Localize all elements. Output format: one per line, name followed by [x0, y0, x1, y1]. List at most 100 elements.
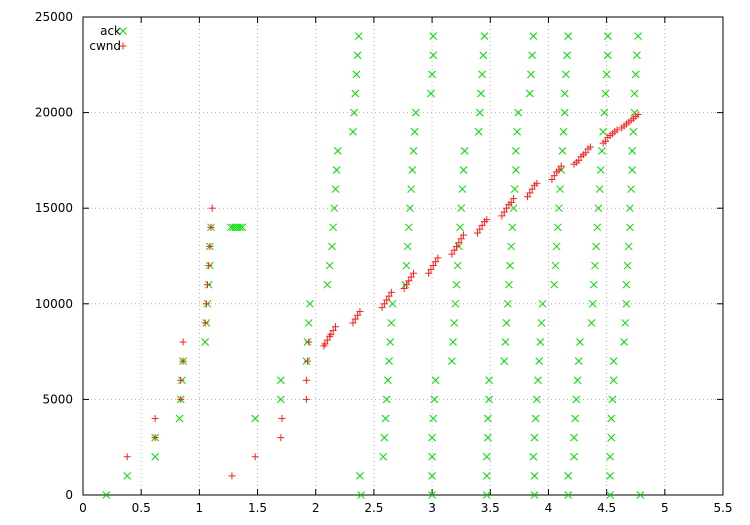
- ack-point: [555, 204, 563, 213]
- cwnd-point: [327, 330, 335, 338]
- ack-point: [506, 261, 514, 270]
- ack-point: [601, 89, 610, 98]
- ack-point: [607, 414, 616, 423]
- ack-point: [501, 338, 510, 346]
- ack-point: [514, 108, 523, 117]
- ack-point: [381, 414, 390, 423]
- cwnd-point: [409, 269, 417, 277]
- cwnd-point: [354, 311, 362, 319]
- ack-point: [475, 108, 484, 117]
- ack-point: [407, 185, 415, 193]
- cwnd-point: [524, 193, 532, 201]
- ack-point: [456, 223, 464, 232]
- ack-point: [479, 51, 488, 60]
- ack-point: [529, 32, 538, 40]
- cwnd-point: [500, 208, 508, 216]
- ack-point: [431, 376, 440, 385]
- ack-point: [331, 185, 340, 193]
- cwnd-point: [151, 415, 159, 423]
- ack-point: [594, 204, 603, 213]
- cwnd-point: [351, 315, 359, 323]
- x-tick-label: 3: [428, 501, 436, 515]
- ack-point: [603, 51, 612, 60]
- ack-point: [538, 299, 547, 308]
- x-tick-label: 0.5: [132, 501, 151, 515]
- ack-point: [388, 299, 397, 308]
- ack-point: [587, 319, 596, 327]
- ack-point: [572, 395, 581, 404]
- ack-point: [532, 395, 541, 404]
- ack-point: [609, 376, 618, 385]
- cwnd-point: [302, 395, 310, 403]
- ack-point: [570, 452, 578, 461]
- ack-point: [485, 376, 493, 385]
- ack-point: [606, 452, 614, 461]
- cwnd-point: [402, 281, 410, 289]
- ack-point: [595, 185, 604, 193]
- ack-point: [591, 261, 599, 270]
- x-tick-label: 2.5: [364, 501, 383, 515]
- cwnd-point: [575, 156, 583, 164]
- ack-point: [451, 299, 460, 308]
- cwnd-point: [453, 242, 461, 250]
- ack-point: [598, 146, 606, 155]
- ack-point: [379, 452, 388, 461]
- ack-point: [304, 319, 313, 327]
- ack-point: [429, 51, 438, 60]
- ack-point: [485, 395, 493, 404]
- ack-point: [349, 127, 357, 136]
- ack-point: [624, 242, 633, 251]
- ack-point: [380, 433, 389, 442]
- cwnd-point: [478, 221, 486, 229]
- ack-point: [553, 223, 562, 232]
- ack-point: [505, 280, 513, 289]
- ack-point: [512, 146, 520, 155]
- legend-marker-ack: [119, 27, 127, 35]
- ack-point: [102, 491, 111, 499]
- cwnd-point: [498, 212, 506, 220]
- ack-point: [558, 146, 567, 155]
- cwnd-point: [151, 434, 159, 442]
- ack-point: [474, 127, 483, 136]
- cwnd-point: [278, 415, 286, 423]
- cwnd-point: [349, 319, 357, 327]
- y-tick-label: 20000: [35, 106, 73, 120]
- ack-point: [564, 32, 573, 40]
- ack-point: [382, 395, 391, 404]
- ack-point: [606, 472, 614, 480]
- ack-point: [622, 299, 631, 308]
- ack-point: [411, 108, 420, 117]
- ack-point: [530, 472, 539, 480]
- ack-point: [450, 319, 459, 327]
- ack-point: [534, 376, 542, 385]
- x-tick-label: 5.5: [713, 501, 732, 515]
- cwnd-point: [277, 434, 285, 442]
- cwnd-point: [528, 185, 536, 193]
- ack-point: [386, 338, 395, 346]
- ack-point: [333, 146, 342, 155]
- ack-point: [531, 414, 540, 423]
- ack-point: [201, 338, 210, 346]
- ack-point: [123, 472, 132, 480]
- ack-point: [620, 338, 628, 346]
- ack-point: [403, 242, 412, 251]
- ack-point: [428, 70, 436, 79]
- ack-point: [621, 319, 630, 327]
- x-tick-label: 4.5: [597, 501, 616, 515]
- cwnd-point: [383, 296, 391, 304]
- ack-point: [387, 319, 396, 327]
- y-tick-label: 0: [65, 488, 73, 502]
- cwnd-point: [251, 453, 259, 461]
- ack-point: [306, 299, 314, 308]
- ack-point: [556, 185, 564, 193]
- cwnd-point: [380, 300, 388, 308]
- cwnd-point: [206, 242, 214, 250]
- ack-point: [507, 242, 516, 251]
- ack-point: [478, 70, 486, 79]
- series-ack: [102, 32, 645, 499]
- ack-point: [460, 146, 469, 155]
- y-axis-tick-labels: 0 5000 10000 15000 20000 25000: [35, 10, 73, 502]
- cwnd-point: [205, 262, 213, 270]
- ack-point: [513, 127, 521, 136]
